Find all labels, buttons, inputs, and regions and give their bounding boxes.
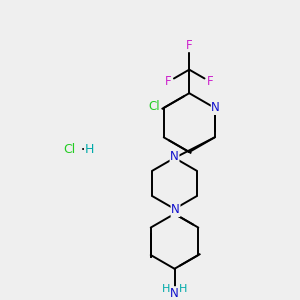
Text: H: H [85, 142, 94, 156]
Text: N: N [171, 203, 180, 216]
Text: N: N [170, 150, 179, 164]
Text: Cl: Cl [63, 142, 76, 156]
Text: H: H [161, 284, 170, 294]
Text: F: F [186, 39, 193, 52]
Text: F: F [207, 75, 214, 88]
Text: N: N [170, 287, 179, 300]
Text: F: F [165, 75, 171, 88]
Text: H: H [179, 284, 188, 294]
Text: Cl: Cl [148, 100, 160, 113]
Text: N: N [211, 101, 220, 114]
